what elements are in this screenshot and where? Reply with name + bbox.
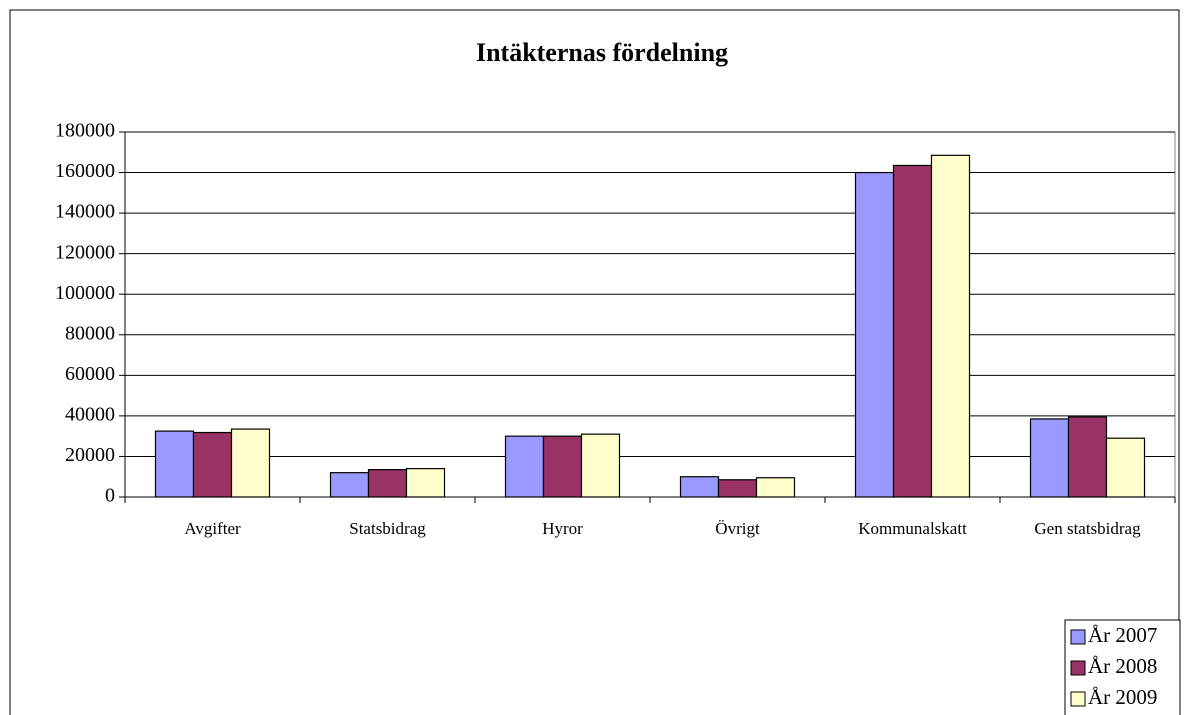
y-tick-label: 20000: [65, 444, 115, 466]
legend-swatch: [1070, 691, 1086, 707]
legend-label: År 2007: [1088, 623, 1157, 647]
bar: [154, 430, 195, 498]
bar: [892, 164, 933, 498]
x-tick-label: Avgifter: [184, 519, 241, 538]
x-tick-label: Statsbidrag: [349, 519, 426, 538]
y-tick-label: 40000: [65, 403, 115, 425]
x-tick-label: Gen statsbidrag: [1034, 519, 1141, 538]
bar: [580, 433, 621, 498]
bar: [755, 477, 796, 498]
y-tick-label: 180000: [55, 120, 115, 142]
legend-swatch: [1070, 629, 1086, 645]
y-tick-label: 160000: [55, 160, 115, 182]
bar: [542, 435, 583, 498]
y-tick-label: 140000: [55, 201, 115, 223]
bar: [1067, 416, 1108, 498]
legend-label: År 2008: [1088, 654, 1157, 678]
bar: [329, 472, 370, 498]
y-tick-label: 120000: [55, 241, 115, 263]
legend-label: År 2009: [1088, 685, 1157, 709]
y-tick-label: 0: [105, 485, 115, 507]
bar: [504, 435, 545, 498]
bar: [1029, 418, 1070, 498]
y-tick-label: 60000: [65, 363, 115, 385]
legend-swatch: [1070, 660, 1086, 676]
bar: [679, 476, 720, 498]
bar: [854, 171, 895, 498]
y-tick-label: 80000: [65, 322, 115, 344]
chart-title: Intäkternas fördelning: [476, 38, 728, 67]
bar: [367, 469, 408, 498]
bar: [405, 468, 446, 498]
bar: [230, 428, 271, 498]
x-tick-label: Övrigt: [715, 519, 760, 538]
bar: [192, 431, 233, 498]
bar: [930, 154, 971, 498]
bar: [717, 479, 758, 498]
x-tick-label: Hyror: [542, 519, 583, 538]
y-tick-label: 100000: [55, 282, 115, 304]
plot-area: [124, 131, 1176, 498]
bar: [1105, 437, 1146, 498]
x-tick-label: Kommunalskatt: [858, 519, 967, 538]
